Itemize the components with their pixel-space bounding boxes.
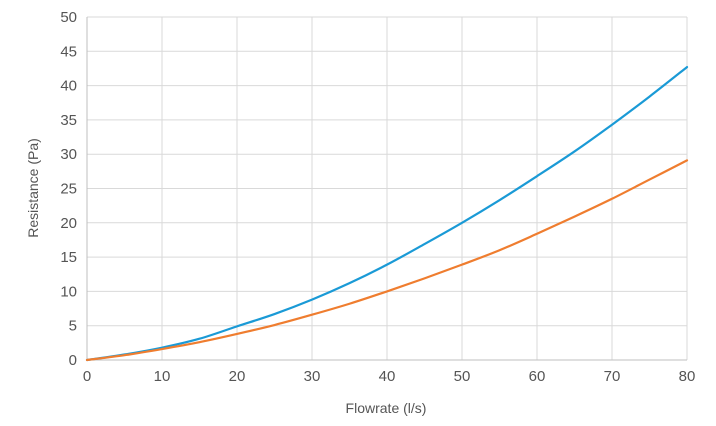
y-axis-title: Resistance (Pa) — [25, 138, 41, 238]
tick-labels: 0 10 20 30 40 50 60 70 80 0 5 10 15 20 25 30 35 40 45 50 — [60, 9, 695, 385]
x-tick-label: 70 — [604, 368, 621, 385]
series-line-2 — [85, 159, 689, 362]
gridlines — [86, 16, 688, 361]
y-tick-label: 10 — [60, 283, 77, 300]
y-tick-label: 45 — [60, 43, 77, 60]
x-tick-label: 50 — [454, 368, 471, 385]
x-tick-label: 10 — [154, 368, 171, 385]
y-tick-label: 40 — [60, 78, 77, 95]
series-lines — [85, 65, 689, 362]
y-tick-label: 30 — [60, 146, 77, 163]
y-tick-label: 50 — [60, 9, 77, 26]
x-tick-label: 30 — [304, 368, 321, 385]
y-tick-label: 20 — [60, 215, 77, 232]
y-tick-label: 0 — [69, 352, 77, 369]
x-tick-label: 80 — [679, 368, 696, 385]
y-tick-label: 5 — [69, 318, 77, 335]
x-axis-title: Flowrate (l/s) — [346, 400, 427, 416]
x-tick-label: 20 — [229, 368, 246, 385]
x-tick-label: 0 — [83, 368, 91, 385]
y-tick-label: 25 — [60, 181, 77, 198]
series-line-1 — [85, 65, 689, 362]
y-tick-label: 15 — [60, 249, 77, 266]
x-tick-label: 40 — [379, 368, 396, 385]
x-tick-label: 60 — [529, 368, 546, 385]
y-tick-label: 35 — [60, 112, 77, 129]
